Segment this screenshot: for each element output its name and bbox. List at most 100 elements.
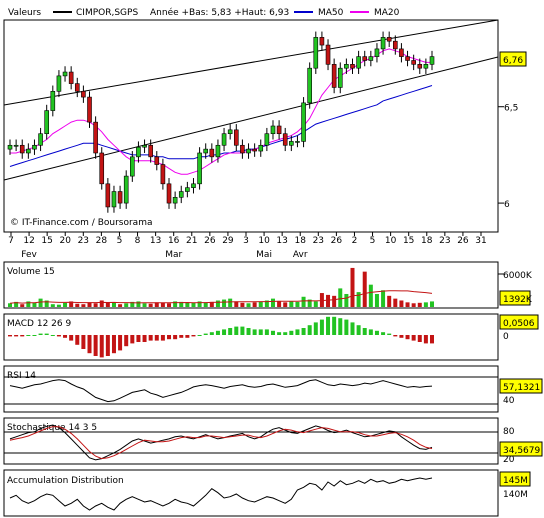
candle-body (301, 102, 306, 142)
volume-bar (430, 301, 434, 307)
macd-bar (50, 335, 55, 336)
ma50-line (9, 85, 433, 167)
macd-bar (20, 335, 25, 337)
macd-bar (173, 335, 178, 340)
ma20-legend-label: MA20 (374, 8, 400, 18)
accumulation-last-badge (499, 471, 531, 487)
macd-bar (87, 335, 92, 354)
stochastic-last-label: 34,5679 (503, 446, 540, 456)
price-ytick-label: 6 (504, 200, 510, 210)
x-tick-label: 8 (135, 236, 141, 246)
x-tick-label: 7 (8, 236, 14, 246)
macd-bar (56, 335, 61, 337)
candle-body (337, 67, 343, 88)
candle-body (386, 37, 392, 42)
candle-body (99, 152, 105, 185)
macd-bar (301, 328, 306, 335)
macd-bar (215, 330, 220, 335)
macd-bar (356, 325, 361, 335)
macd-bar (81, 335, 86, 349)
volume-bar (423, 302, 428, 307)
volume-bar (332, 295, 337, 307)
volume-bar (154, 302, 159, 307)
candle-body (295, 141, 300, 143)
macd-bar (393, 335, 398, 337)
macd-bar (142, 335, 147, 342)
macd-bar (167, 335, 172, 340)
volume-bar (167, 303, 172, 307)
macd-bar (69, 335, 74, 341)
volume-bar (307, 299, 312, 307)
macd-bar (14, 335, 19, 337)
macd-bar (430, 335, 434, 344)
macd-bar (246, 328, 251, 335)
volume-bar (105, 302, 110, 307)
candle-body (44, 110, 49, 135)
volume-bar (393, 298, 398, 307)
macd-bar (332, 316, 337, 335)
macd-bar (423, 335, 428, 344)
volume-bar (411, 303, 416, 307)
volume-bar (301, 296, 306, 307)
volume-bar (350, 267, 355, 307)
candle-body (411, 60, 416, 65)
candle-body (258, 144, 264, 152)
volume-last-label: 1392K (503, 295, 533, 305)
candle-body (325, 44, 331, 65)
stochastic-series (9, 424, 433, 461)
x-tick-label: 18 (421, 236, 433, 246)
macd-bar (44, 333, 49, 335)
candle-body (313, 37, 319, 69)
macd-bar (326, 316, 331, 335)
candle-body (331, 64, 337, 88)
x-tick-label: 3 (243, 236, 249, 246)
candle-body (264, 133, 270, 146)
macd-bar (105, 335, 110, 356)
macd-bar (350, 322, 355, 335)
macd-bar (362, 328, 367, 335)
volume-bar (240, 302, 245, 307)
candle-body (74, 83, 80, 92)
candle-body (240, 144, 245, 154)
candle-body (344, 64, 349, 69)
x-tick-label: 28 (96, 236, 108, 246)
rsi-ytick: 40 (503, 396, 515, 406)
x-tick-label: 13 (150, 236, 161, 246)
macd-panel-frame (3, 313, 499, 361)
candle-body (429, 56, 435, 65)
macd-bar (197, 335, 202, 336)
stochastic-d-line (9, 426, 433, 460)
accumulation-panel: Accumulation Distribution 145M 140M (3, 469, 531, 517)
last-price-badge (499, 51, 527, 67)
candle-body (13, 144, 19, 147)
x-tick-label: 5 (117, 236, 123, 246)
candle-body (197, 152, 202, 185)
candle-body (203, 148, 209, 154)
candle-body (185, 187, 190, 192)
x-tick-label: 26 (331, 236, 343, 246)
volume-panel-frame (3, 261, 499, 309)
candle-body (26, 148, 31, 154)
candle-body (276, 125, 282, 135)
candle-body (7, 144, 13, 150)
x-tick-label: 16 (168, 236, 180, 246)
volume-bar (124, 303, 129, 307)
rsi-last-badge (499, 378, 543, 394)
ma20-series (10, 48, 432, 175)
candle-body (191, 183, 196, 188)
x-tick-label: 2 (352, 236, 358, 246)
header-range: Année +Bas: 5,83 +Haut: 6,93 (150, 7, 289, 18)
volume-bar (20, 304, 25, 307)
volume-bar (179, 301, 184, 307)
macd-last-badge (499, 314, 539, 330)
volume-bar (374, 293, 379, 307)
candle-body (423, 64, 429, 69)
macd-bar (75, 335, 80, 345)
rsi-last-label: 57,1321 (503, 383, 540, 393)
macd-bar (228, 328, 233, 335)
macd-bar (399, 335, 404, 338)
macd-bar (203, 333, 208, 335)
macd-bar (8, 335, 12, 337)
volume-bar (246, 303, 251, 307)
volume-bar (32, 302, 37, 307)
